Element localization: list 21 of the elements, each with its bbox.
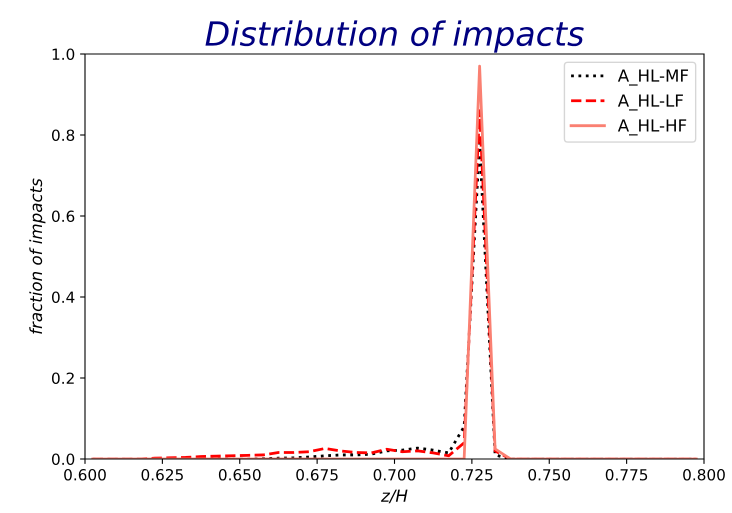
y-tick-label: 1.0 xyxy=(52,48,74,60)
x-tick-label: 0.600 xyxy=(64,468,106,481)
y-tick-label: 0.0 xyxy=(52,453,74,466)
x-tick-label: 0.725 xyxy=(451,468,492,481)
y-tick-label: 0.8 xyxy=(52,129,74,142)
x-tick-label: 0.700 xyxy=(374,468,416,481)
x-tick-label: 0.650 xyxy=(218,468,261,481)
legend-label: A_HL-MF xyxy=(618,70,688,86)
x-tick-label: 0.625 xyxy=(142,468,183,481)
x-tick-label: 0.775 xyxy=(606,468,648,481)
chart-title: Distribution of impacts xyxy=(205,20,584,53)
y-axis-title: fraction of impacts xyxy=(29,178,46,334)
y-tick-label: 0.6 xyxy=(52,210,74,222)
x-tick-label: 0.800 xyxy=(683,468,725,481)
legend-label: A_HL-HF xyxy=(618,119,686,136)
y-tick-label: 0.4 xyxy=(52,291,74,304)
x-tick-label: 0.750 xyxy=(528,468,570,481)
x-axis-title: z/H xyxy=(381,490,408,504)
y-tick-label: 0.2 xyxy=(52,372,74,384)
x-tick-label: 0.675 xyxy=(296,468,338,481)
legend-label: A_HL-LF xyxy=(618,94,683,111)
